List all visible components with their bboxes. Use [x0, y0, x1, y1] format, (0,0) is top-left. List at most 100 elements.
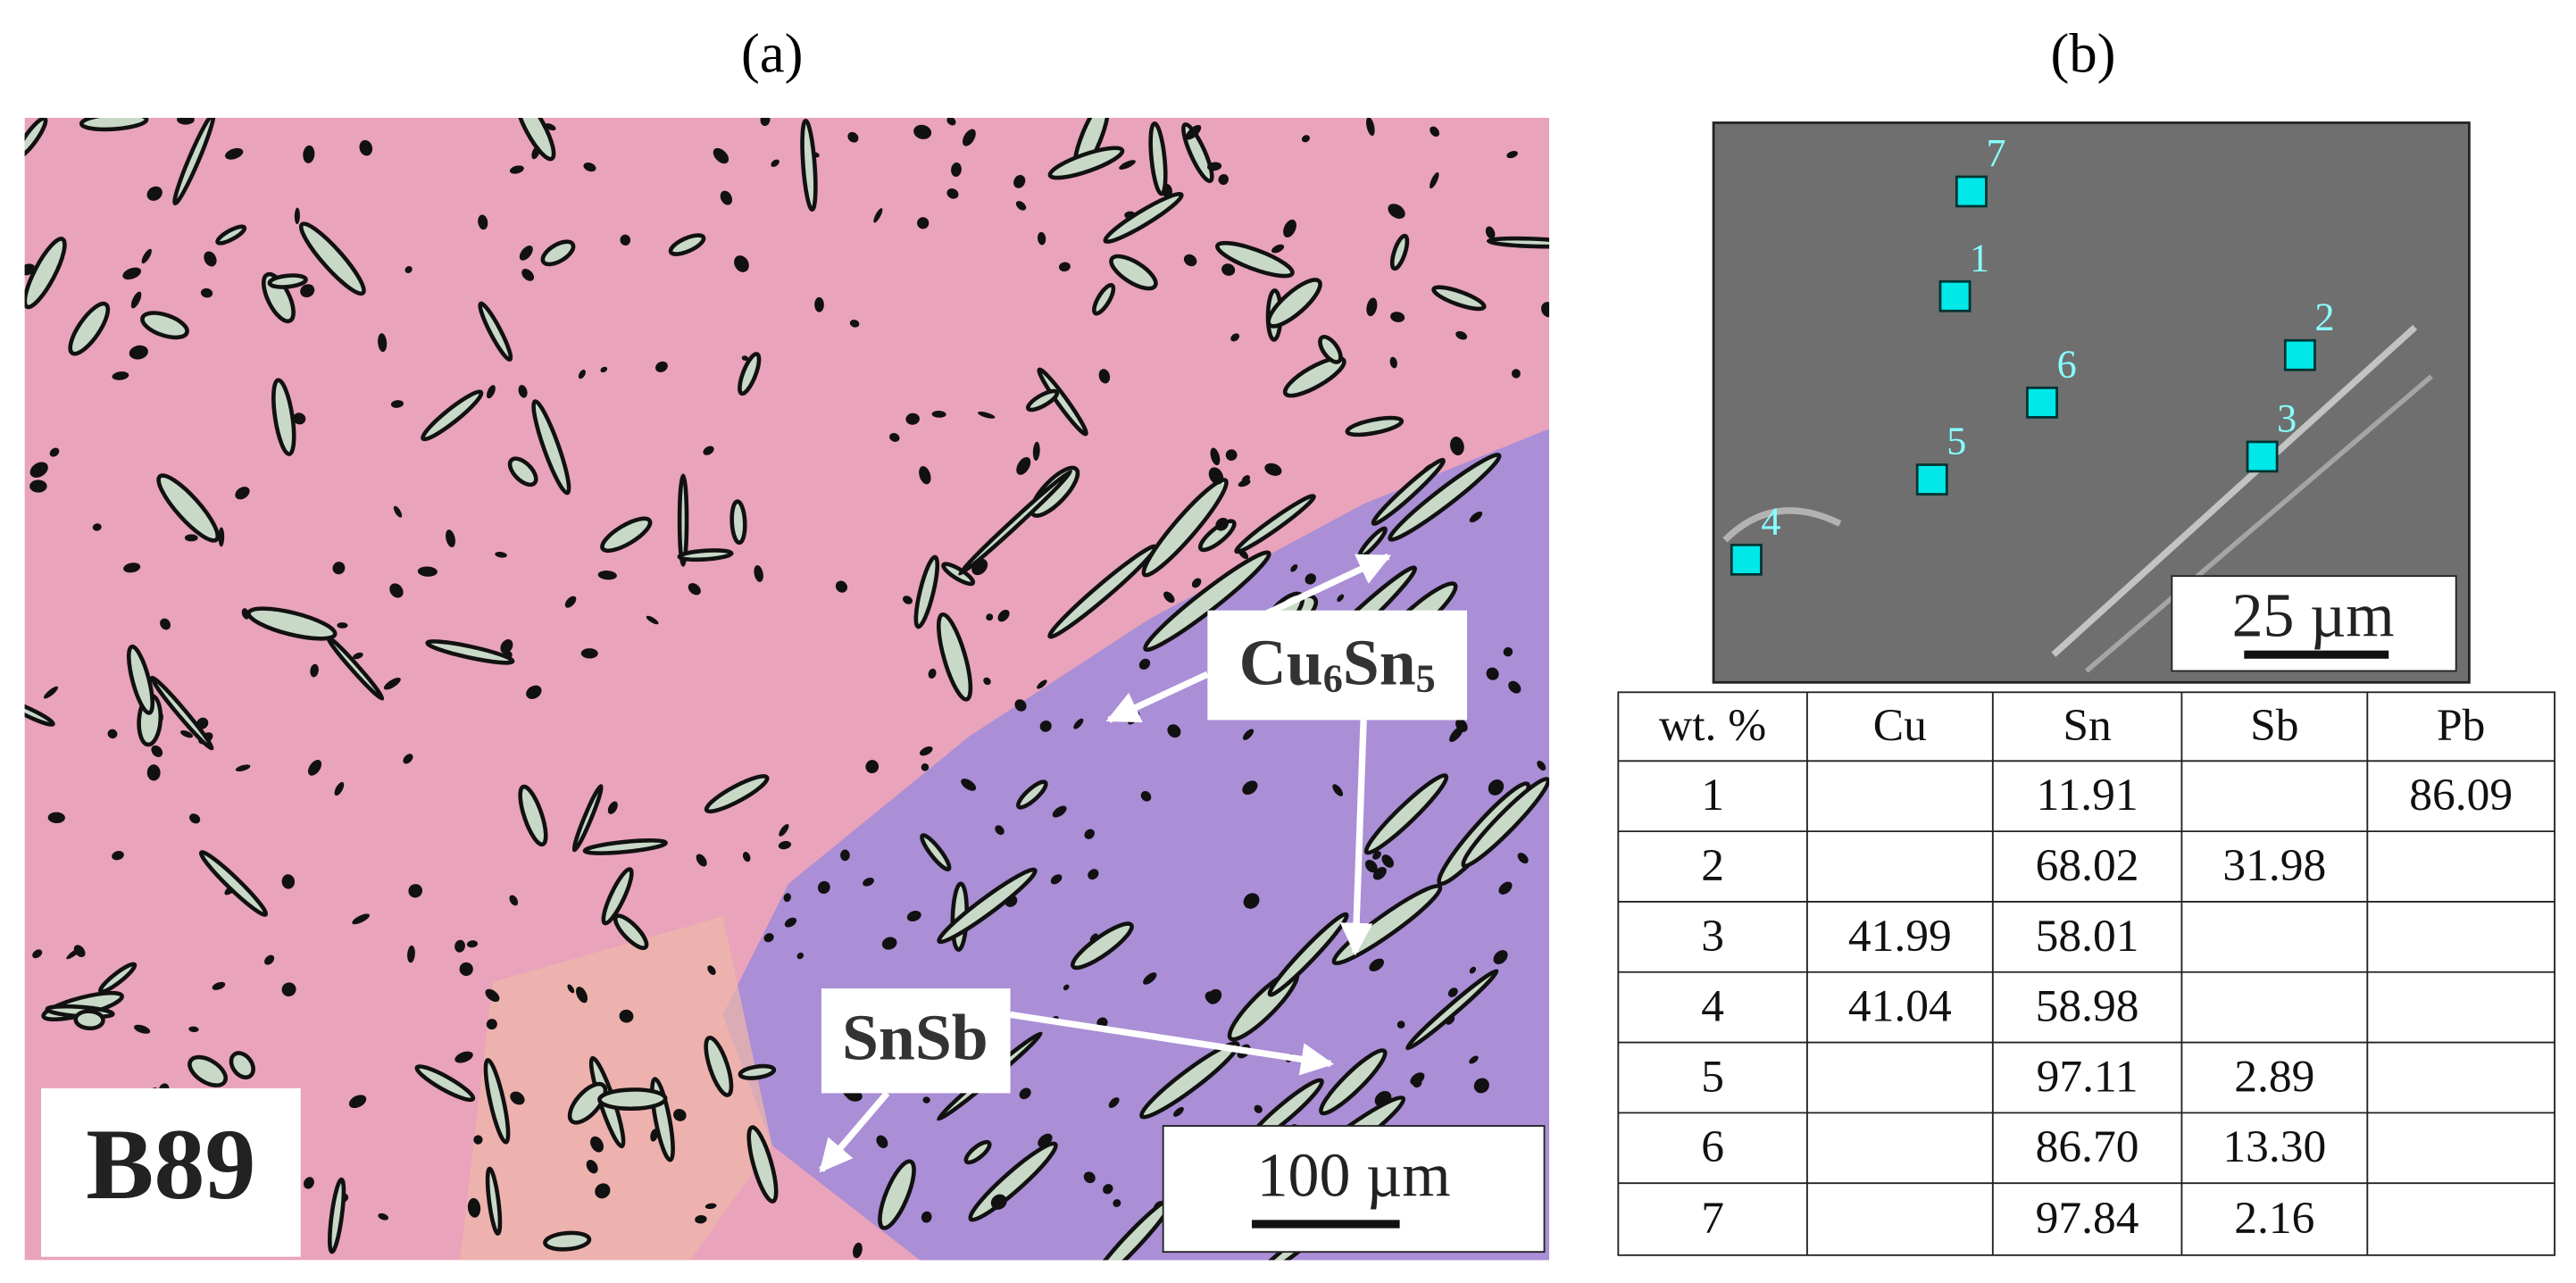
particle	[695, 1214, 707, 1224]
particle	[393, 505, 403, 518]
particle	[421, 389, 484, 442]
particle	[188, 1054, 228, 1087]
particle	[500, 639, 513, 654]
particle	[1388, 453, 1502, 542]
particle	[293, 412, 306, 425]
particle	[378, 1212, 389, 1221]
particle	[913, 554, 940, 629]
particle	[107, 729, 118, 739]
particle	[720, 190, 733, 205]
table-header: Sb	[2250, 700, 2298, 751]
particle	[29, 479, 47, 493]
particle	[1366, 117, 1375, 137]
particle	[1455, 330, 1468, 340]
particle	[359, 139, 373, 156]
particle	[246, 606, 338, 641]
formula-part: Sn	[1343, 627, 1416, 699]
particle	[1103, 191, 1184, 245]
particle	[1332, 784, 1344, 796]
table-cell: 97.84	[2036, 1193, 2139, 1244]
scale-label: 100 µm	[1257, 1141, 1451, 1210]
particle	[847, 131, 859, 143]
particle	[613, 913, 649, 951]
particle	[936, 612, 973, 702]
particle	[978, 412, 996, 419]
particle	[1143, 550, 1271, 653]
particle	[1225, 449, 1238, 461]
particle	[1511, 369, 1521, 379]
particle	[1449, 726, 1463, 742]
table-cell: 58.01	[2036, 911, 2139, 962]
table-cell: 41.99	[1848, 911, 1952, 962]
particle	[1537, 761, 1546, 771]
particle	[997, 609, 1010, 622]
particle	[184, 534, 198, 542]
particle	[903, 596, 913, 604]
particle	[921, 763, 930, 771]
particle	[1047, 146, 1125, 180]
particle	[576, 987, 588, 1004]
particle	[688, 583, 701, 596]
particle	[673, 1108, 687, 1121]
particle	[66, 946, 82, 960]
particle	[47, 812, 65, 824]
particle	[983, 677, 991, 686]
particle	[1016, 456, 1031, 475]
phase-label: SnSb	[842, 1001, 988, 1073]
particle	[200, 287, 213, 298]
particle	[582, 838, 668, 855]
particle	[1183, 254, 1197, 267]
particle	[1215, 240, 1295, 279]
particle	[1032, 441, 1040, 461]
particle	[1148, 121, 1168, 196]
particle	[1469, 511, 1483, 523]
particle	[204, 251, 217, 267]
particle	[928, 668, 937, 679]
particle	[24, 117, 48, 159]
particle	[122, 267, 142, 280]
measurement-point	[1938, 279, 1972, 312]
table-cell: 6	[1701, 1121, 1724, 1172]
particle	[1413, 1079, 1422, 1088]
particle	[922, 1096, 930, 1104]
table-header: wt. %	[1659, 700, 1766, 751]
table-cell: 4	[1701, 981, 1724, 1032]
particle	[1185, 124, 1202, 140]
particle	[746, 1125, 779, 1204]
particle	[188, 1026, 199, 1032]
particle	[1014, 699, 1027, 712]
formula-part: Cu	[1239, 627, 1323, 699]
particle	[160, 618, 171, 630]
particle	[913, 124, 932, 139]
particle	[281, 982, 296, 997]
particle	[729, 499, 747, 546]
particle	[403, 754, 413, 764]
particle	[1108, 1097, 1120, 1108]
particle	[906, 911, 921, 922]
particle	[1372, 866, 1387, 880]
particle	[990, 1194, 1007, 1210]
particle	[814, 296, 824, 312]
particle	[889, 433, 900, 442]
particle	[1167, 724, 1181, 738]
particle	[353, 652, 363, 660]
particle	[1345, 415, 1405, 437]
particle	[1058, 262, 1071, 272]
particle	[1369, 958, 1385, 971]
particle	[1026, 388, 1060, 412]
table-cell: 11.91	[2037, 770, 2138, 821]
table-cell: 86.70	[2036, 1121, 2139, 1172]
particle	[1013, 174, 1026, 188]
particle	[1363, 773, 1449, 855]
particle	[1218, 173, 1229, 186]
measurement-point	[1730, 543, 1763, 576]
table-cell: 13.30	[2222, 1121, 2326, 1172]
phase-label: Cu6Sn5	[1239, 627, 1436, 701]
particle	[1038, 231, 1046, 246]
particle	[1083, 1171, 1096, 1184]
particle	[1469, 1055, 1479, 1064]
particle	[1163, 591, 1175, 604]
particle	[1405, 969, 1499, 1051]
particle	[760, 117, 771, 127]
table-header: Pb	[2437, 700, 2485, 751]
